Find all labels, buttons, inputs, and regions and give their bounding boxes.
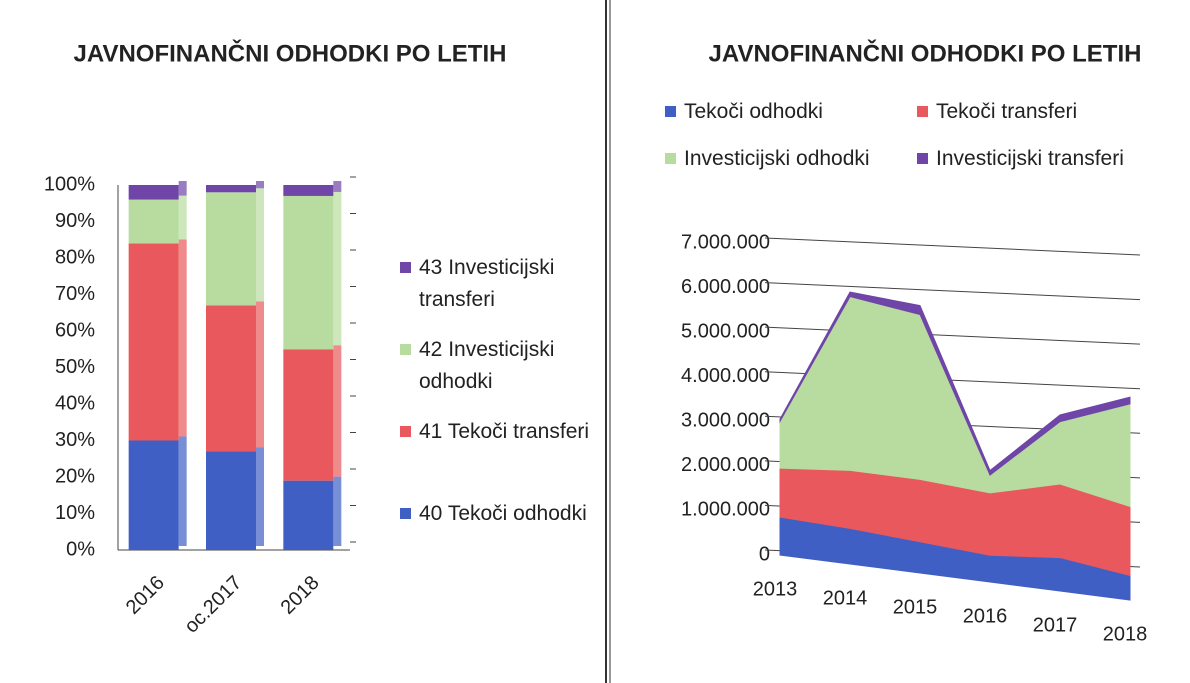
legend-item: Investicijski transferi [917, 143, 1177, 175]
y-tick-label: 0 [759, 543, 770, 565]
y-tick-label: 3.000.000 [681, 410, 770, 432]
bar-side [333, 181, 342, 192]
legend-label: Investicijski transferi [936, 147, 1124, 170]
x-tick-label: 2017 [1033, 614, 1078, 636]
legend-label: 41 Tekoči transferi [419, 420, 590, 443]
legend-item: Tekoči transferi [917, 96, 1177, 128]
y-tick-label: 80% [55, 246, 95, 268]
bar-side [333, 191, 342, 346]
legend-label: 42 Investicijski odhodki [419, 338, 555, 393]
legend-label: Tekoči transferi [936, 100, 1078, 123]
legend-label: Investicijski odhodki [684, 147, 870, 170]
y-tick-label: 40% [55, 392, 95, 414]
y-tick-label: 6.000.000 [681, 276, 770, 298]
legend-item: Investicijski odhodki [665, 143, 925, 175]
y-tick-label: 90% [55, 210, 95, 232]
y-tick-label: 5.000.000 [681, 320, 770, 342]
bar-side [333, 476, 342, 546]
legend-swatch [917, 106, 928, 117]
y-tick-label: 0% [66, 538, 95, 560]
y-tick-label: 20% [55, 465, 95, 487]
chart-title: JAVNOFINANČNI ODHODKI PO LETIH [709, 39, 1142, 67]
y-tick-label: 10% [55, 502, 95, 524]
bar-segment [206, 185, 256, 193]
legend-item: 40 Tekoči odhodki [400, 498, 590, 530]
legend-item: Tekoči odhodki [665, 96, 925, 128]
legend-swatch [400, 508, 411, 519]
legend-item: 41 Tekoči transferi [400, 416, 590, 448]
legend-label: 43 Investicijski transferi [419, 256, 555, 311]
legend-swatch [665, 106, 676, 117]
grid-line [764, 237, 1141, 256]
bar-side [178, 181, 187, 196]
bar-segment [283, 195, 334, 350]
bar-side [178, 436, 187, 546]
bar-side [178, 239, 187, 437]
y-tick-label: 60% [55, 319, 95, 341]
x-tick-label: 2016 [122, 572, 169, 619]
legend-label: Tekoči odhodki [684, 100, 823, 123]
legend-swatch [400, 426, 411, 437]
bar-segment [206, 305, 256, 452]
legend-item: 42 Investicijski odhodki [400, 334, 590, 398]
bar-segment [128, 199, 179, 244]
legend-swatch [400, 344, 411, 355]
bar-segment [206, 451, 256, 550]
bar-segment [283, 349, 334, 481]
y-tick-label: 30% [55, 429, 95, 451]
bar-side [333, 345, 342, 477]
bar-segment [283, 185, 334, 196]
grid-line [764, 282, 1141, 301]
x-tick-label: 2018 [277, 572, 324, 619]
bar-side [256, 181, 264, 189]
y-tick-label: 50% [55, 356, 95, 378]
legend-swatch [400, 262, 411, 273]
legend-item: 43 Investicijski transferi [400, 252, 590, 316]
bar-segment [128, 185, 179, 200]
x-tick-label: 2016 [963, 605, 1008, 627]
y-tick-label: 7.000.000 [681, 231, 770, 253]
bar-side [256, 188, 264, 302]
grid-line [764, 326, 1141, 345]
x-tick-label: oc.2017 [180, 572, 246, 638]
x-tick-label: 2013 [753, 578, 798, 600]
y-tick-label: 4.000.000 [681, 365, 770, 387]
x-tick-label: 2014 [823, 587, 868, 609]
bar-segment [283, 480, 334, 550]
y-tick-label: 1.000.000 [681, 499, 770, 521]
legend-swatch [665, 153, 676, 164]
bar-segment [128, 243, 179, 441]
x-tick-label: 2018 [1103, 623, 1148, 645]
bar-segment [128, 440, 179, 550]
chart-title: JAVNOFINANČNI ODHODKI PO LETIH [74, 39, 507, 67]
legend-swatch [917, 153, 928, 164]
bar-side [178, 195, 187, 240]
y-tick-label: 100% [44, 173, 95, 195]
bar-side [256, 447, 264, 546]
legend-label: 40 Tekoči odhodki [419, 502, 587, 525]
bar-segment [206, 192, 256, 306]
area [779, 291, 1131, 476]
y-tick-label: 2.000.000 [681, 454, 770, 476]
x-tick-label: 2015 [893, 596, 938, 618]
bar-side [256, 301, 264, 448]
y-tick-label: 70% [55, 283, 95, 305]
